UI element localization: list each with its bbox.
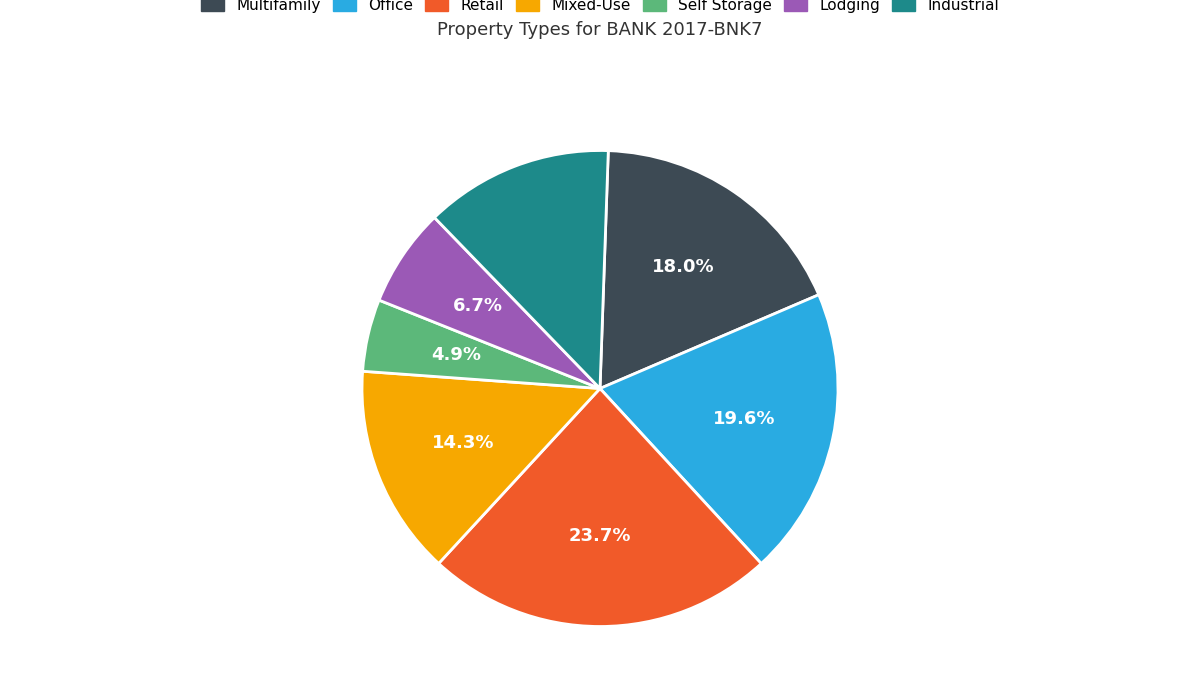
Wedge shape <box>600 295 838 564</box>
Text: 18.0%: 18.0% <box>652 258 715 276</box>
Wedge shape <box>600 150 818 389</box>
Legend: Multifamily, Office, Retail, Mixed-Use, Self Storage, Lodging, Industrial: Multifamily, Office, Retail, Mixed-Use, … <box>194 0 1006 19</box>
Wedge shape <box>362 300 600 389</box>
Text: Property Types for BANK 2017-BNK7: Property Types for BANK 2017-BNK7 <box>437 21 763 39</box>
Text: 14.3%: 14.3% <box>432 434 494 452</box>
Wedge shape <box>439 389 761 626</box>
Text: 19.6%: 19.6% <box>713 410 775 428</box>
Text: 6.7%: 6.7% <box>452 298 503 315</box>
Text: 23.7%: 23.7% <box>569 527 631 545</box>
Text: 4.9%: 4.9% <box>431 346 481 365</box>
Wedge shape <box>362 371 600 564</box>
Wedge shape <box>434 150 608 389</box>
Wedge shape <box>379 218 600 388</box>
